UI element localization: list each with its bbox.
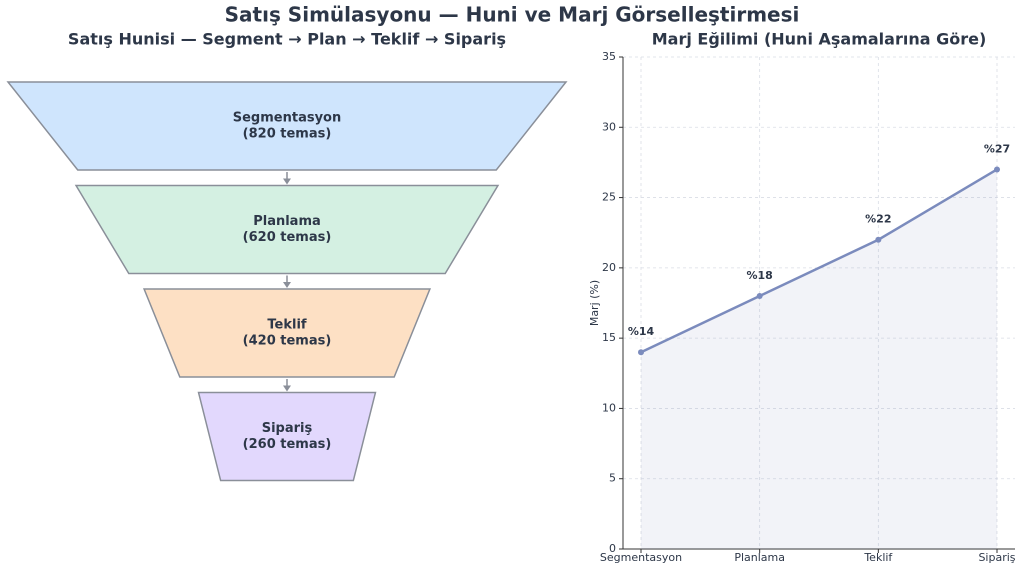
x-tick-label: Sipariş	[978, 551, 1015, 564]
funnel-segment	[6, 81, 568, 171]
main-title: Satış Simülasyonu — Huni ve Marj Görsell…	[225, 3, 800, 27]
arrow-head	[283, 282, 291, 288]
y-tick-label: 30	[602, 120, 616, 133]
x-tick-label: Planlama	[734, 551, 785, 564]
y-tick-label: 0	[609, 542, 616, 555]
segment-label: Teklif	[267, 318, 307, 333]
y-tick-label: 10	[602, 401, 616, 414]
segment-value-label: (620 temas)	[243, 230, 332, 245]
point	[875, 236, 882, 243]
x-tick-label: Segmentasyon	[600, 551, 682, 564]
line	[640, 168, 998, 354]
y-tick-label: 20	[602, 261, 616, 274]
point	[638, 349, 644, 356]
funnel-segment	[74, 184, 500, 275]
y-axis-label: Marj (%)	[588, 280, 601, 326]
value-label: %22	[865, 213, 891, 226]
funnel-segment	[142, 288, 432, 378]
y-tick-label: 25	[602, 191, 616, 204]
segment-value-label: (420 temas)	[243, 334, 332, 349]
arrow-head	[283, 178, 291, 185]
segment-value-label: (820 temas)	[243, 127, 332, 142]
value-label: %14	[628, 325, 655, 338]
y-tick-label: 35	[602, 50, 616, 63]
point	[994, 166, 1000, 173]
funnel-segment	[197, 391, 377, 482]
line-title: Marj Eğilimi (Huni Aşamalarına Göre)	[652, 30, 987, 49]
segment-label: Planlama	[253, 214, 321, 229]
area	[641, 169, 997, 549]
value-label: %18	[746, 269, 772, 282]
value-label: %27	[984, 142, 1010, 155]
segment-label: Sipariş	[262, 421, 313, 436]
segment-value-label: (260 temas)	[243, 437, 332, 452]
arrow-head	[283, 385, 291, 392]
y-tick-label: 15	[602, 331, 616, 344]
segment-label: Segmentasyon	[233, 111, 342, 126]
y-tick-label: 5	[609, 472, 616, 485]
funnel-title: Satış Hunisi — Segment → Plan → Teklif →…	[68, 30, 506, 49]
point	[756, 292, 763, 299]
x-tick-label: Teklif	[863, 551, 893, 564]
